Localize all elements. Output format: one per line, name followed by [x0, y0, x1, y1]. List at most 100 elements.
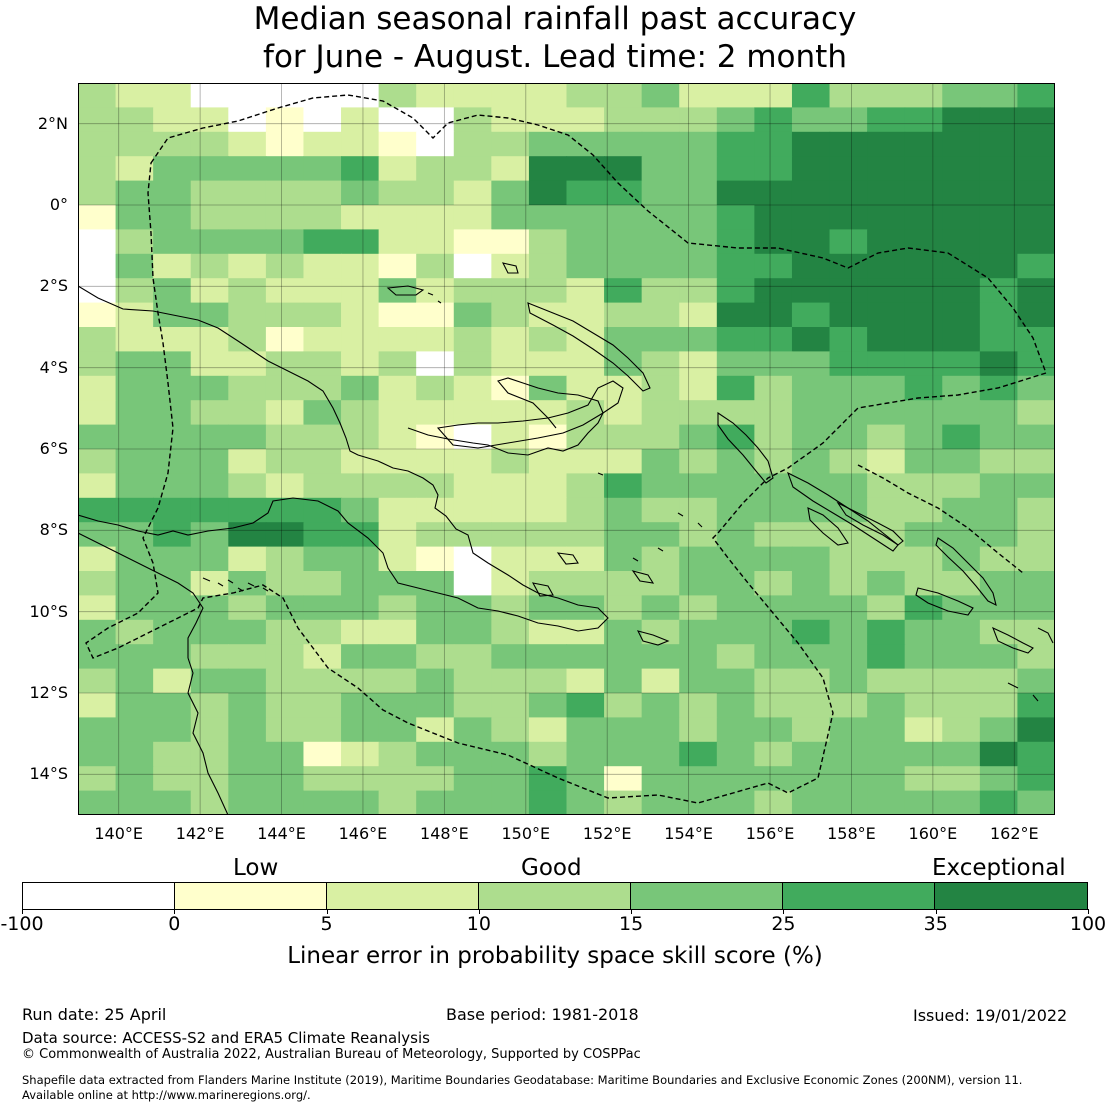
skill-cell: [1017, 741, 1055, 767]
skill-cell: [265, 327, 305, 352]
skill-cell: [115, 375, 154, 401]
skill-cell: [979, 497, 1019, 523]
skill-cell: [679, 375, 718, 401]
skill-cell: [153, 449, 192, 474]
skill-cell: [78, 766, 117, 792]
skill-cell: [528, 229, 568, 255]
skill-cell: [153, 83, 192, 108]
skill-cell: [378, 571, 417, 596]
skill-cell: [153, 156, 192, 182]
skill-cell: [566, 717, 605, 743]
skill-cell: [604, 766, 643, 792]
skill-cell: [1017, 278, 1055, 304]
skill-cell: [566, 180, 605, 206]
skill-cell: [528, 473, 568, 499]
skill-cell: [303, 668, 342, 694]
skill-cell: [78, 375, 117, 401]
colorbar-tick-label: 10: [466, 913, 491, 935]
skill-cell: [78, 619, 117, 645]
longitude-label: 158°E: [827, 824, 876, 843]
skill-cell: [453, 253, 492, 279]
skill-cell: [115, 107, 154, 133]
coastline-trobriand: [556, 552, 579, 565]
skill-cell: [679, 473, 718, 499]
skill-cell: [829, 595, 868, 621]
skill-cell: [78, 107, 117, 133]
skill-cell: [416, 107, 455, 133]
skill-cell: [979, 766, 1019, 792]
skill-cell: [303, 644, 342, 670]
skill-cell: [115, 717, 154, 743]
skill-cell: [528, 278, 568, 304]
skill-cell: [491, 131, 530, 157]
colorbar-segment: [631, 883, 783, 909]
skill-cell: [303, 741, 342, 767]
skill-cell: [153, 253, 192, 279]
skill-cell: [829, 424, 868, 450]
skill-cell: [566, 473, 605, 499]
shapefile-credit-line-1: Shapefile data extracted from Flanders M…: [22, 1073, 1023, 1087]
map-title: Median seasonal rainfall past accuracy f…: [0, 0, 1110, 76]
skill-cell: [528, 107, 568, 133]
skill-cell: [491, 790, 530, 815]
skill-cell: [115, 693, 154, 718]
colorbar-tick-mark: [783, 909, 785, 914]
skill-cell: [829, 473, 868, 499]
skill-cell: [942, 741, 981, 767]
colorbar-tick-label: 100: [1069, 913, 1107, 935]
skill-cell: [265, 131, 305, 157]
skill-cell: [491, 327, 530, 352]
skill-cell: [641, 205, 680, 230]
skill-cell: [528, 449, 568, 474]
skill-cell: [829, 449, 868, 474]
skill-cell: [416, 595, 455, 621]
skill-cell: [303, 473, 342, 499]
skill-cell: [416, 205, 455, 230]
skill-cell: [942, 595, 981, 621]
skill-cell: [190, 205, 229, 230]
skill-cell: [904, 351, 943, 377]
skill-cell: [228, 497, 267, 523]
skill-cell: [153, 278, 192, 304]
skill-cell: [829, 278, 868, 304]
skill-cell: [604, 741, 643, 767]
skill-cell: [453, 400, 492, 426]
skill-cell: [754, 668, 793, 694]
skill-cell: [115, 473, 154, 499]
skill-cell: [942, 766, 981, 792]
skill-cell: [1017, 644, 1055, 670]
skill-cell: [378, 107, 417, 133]
skill-cell: [341, 278, 380, 304]
coastline-new-georgia: [807, 507, 849, 546]
skill-cell: [641, 156, 680, 182]
skill-cell: [829, 741, 868, 767]
skill-cell: [528, 327, 568, 352]
skill-cell: [78, 400, 117, 426]
skill-cell: [153, 717, 192, 743]
skill-cell: [829, 327, 868, 352]
skill-cell: [1017, 375, 1055, 401]
skill-cell: [679, 522, 718, 548]
skill-cell: [378, 400, 417, 426]
skill-cell: [416, 351, 455, 377]
skill-cell: [491, 741, 530, 767]
skill-cell: [416, 766, 455, 792]
skill-cell: [829, 83, 868, 108]
skill-cell: [153, 180, 192, 206]
skill-cell: [867, 619, 906, 645]
skill-cell: [378, 83, 417, 108]
coastline-new-guinea: [78, 285, 609, 632]
skill-cell: [78, 131, 117, 157]
skill-cell: [641, 473, 680, 499]
skill-cell: [416, 717, 455, 743]
skill-cell: [115, 766, 154, 792]
skill-cell: [416, 302, 455, 328]
skill-cell: [716, 302, 755, 328]
skill-cell: [341, 156, 380, 182]
skill-cell: [641, 180, 680, 206]
skill-cell: [115, 205, 154, 230]
skill-cell: [153, 668, 192, 694]
skill-cell: [416, 327, 455, 352]
skill-cell: [341, 205, 380, 230]
skill-cell: [904, 449, 943, 474]
